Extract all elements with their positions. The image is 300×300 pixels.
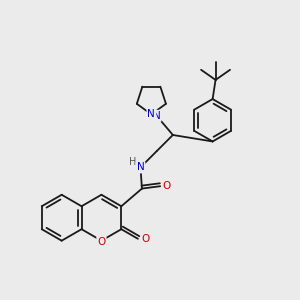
- Text: N: N: [148, 110, 155, 119]
- Text: O: O: [97, 237, 106, 247]
- Text: O: O: [141, 234, 149, 244]
- Text: N: N: [136, 162, 144, 172]
- Text: N: N: [153, 111, 160, 121]
- Text: O: O: [163, 181, 171, 191]
- Text: H: H: [128, 157, 136, 167]
